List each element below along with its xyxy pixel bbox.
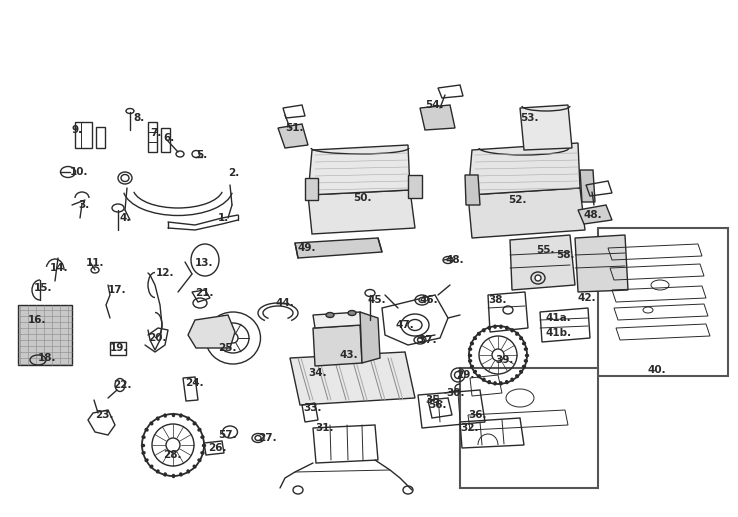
Bar <box>460 368 598 488</box>
Text: 21.: 21. <box>195 288 213 298</box>
Text: 56.: 56. <box>428 400 446 410</box>
Text: 43.: 43. <box>340 350 359 360</box>
Polygon shape <box>313 325 362 366</box>
Text: 33.: 33. <box>303 403 322 413</box>
Text: 24.: 24. <box>185 378 204 388</box>
Text: 57.: 57. <box>218 430 237 440</box>
Text: 41b.: 41b. <box>545 328 571 338</box>
Ellipse shape <box>419 297 425 302</box>
Polygon shape <box>308 190 415 234</box>
Ellipse shape <box>418 338 422 342</box>
Text: 18.: 18. <box>38 353 57 363</box>
Text: 39.: 39. <box>495 355 514 365</box>
Text: 38.: 38. <box>488 295 506 305</box>
Text: 15.: 15. <box>34 283 52 293</box>
Text: 4.: 4. <box>120 213 131 223</box>
Text: 44.: 44. <box>275 298 294 308</box>
Ellipse shape <box>326 312 334 317</box>
Text: 3.: 3. <box>78 200 89 210</box>
Polygon shape <box>520 105 572 150</box>
Text: 41a.: 41a. <box>545 313 570 323</box>
Text: 58.: 58. <box>556 250 574 260</box>
Polygon shape <box>313 312 362 328</box>
Ellipse shape <box>535 275 541 281</box>
Text: 7.: 7. <box>150 128 162 138</box>
Text: 40.: 40. <box>648 365 666 375</box>
Text: 11.: 11. <box>86 258 105 268</box>
Text: 16.: 16. <box>28 315 46 325</box>
Text: 8.: 8. <box>133 113 144 123</box>
Text: 20.: 20. <box>148 333 167 343</box>
Text: 30.: 30. <box>446 388 464 398</box>
Text: 54.: 54. <box>425 100 444 110</box>
Text: 35.: 35. <box>425 395 444 405</box>
Text: 37.: 37. <box>418 335 437 345</box>
Polygon shape <box>290 352 415 405</box>
Text: 46.: 46. <box>420 295 438 305</box>
Text: 45.: 45. <box>368 295 387 305</box>
Polygon shape <box>18 305 72 365</box>
Text: 13.: 13. <box>195 258 213 268</box>
Text: 29.: 29. <box>456 370 475 380</box>
Text: 28.: 28. <box>163 450 182 460</box>
Polygon shape <box>575 235 628 292</box>
Text: 27.: 27. <box>258 433 277 443</box>
Text: 9.: 9. <box>72 125 83 135</box>
Text: 42.: 42. <box>578 293 596 303</box>
Text: 47.: 47. <box>395 320 414 330</box>
Polygon shape <box>510 235 575 290</box>
Text: 34.: 34. <box>308 368 327 378</box>
Text: 14.: 14. <box>50 263 69 273</box>
Text: 36.: 36. <box>468 410 486 420</box>
Text: 12.: 12. <box>156 268 174 278</box>
Polygon shape <box>408 175 422 198</box>
Text: 48.: 48. <box>445 255 463 265</box>
Text: 52.: 52. <box>508 195 526 205</box>
Text: 48.: 48. <box>583 210 601 220</box>
Polygon shape <box>468 143 580 195</box>
Text: 5.: 5. <box>196 150 207 160</box>
Polygon shape <box>578 205 612 224</box>
Polygon shape <box>188 315 235 348</box>
Polygon shape <box>278 124 308 148</box>
Polygon shape <box>295 238 382 258</box>
Polygon shape <box>308 145 410 195</box>
Polygon shape <box>465 175 480 205</box>
Text: 49.: 49. <box>298 243 317 253</box>
Text: 25.: 25. <box>218 343 236 353</box>
Text: 26.: 26. <box>208 443 227 453</box>
Bar <box>598 228 728 376</box>
Polygon shape <box>360 312 380 363</box>
Polygon shape <box>580 170 595 202</box>
Text: 1.: 1. <box>218 213 230 223</box>
Text: 32.: 32. <box>460 423 478 433</box>
Text: 53.: 53. <box>520 113 539 123</box>
Text: 17.: 17. <box>108 285 127 295</box>
Text: 55.: 55. <box>536 245 554 255</box>
Text: 31.: 31. <box>315 423 334 433</box>
Polygon shape <box>420 105 455 130</box>
Text: 23.: 23. <box>95 410 114 420</box>
Text: 2.: 2. <box>228 168 239 178</box>
Text: 51.: 51. <box>285 123 303 133</box>
Polygon shape <box>468 188 585 238</box>
Text: 6.: 6. <box>163 133 174 143</box>
Text: 19.: 19. <box>110 343 128 353</box>
Ellipse shape <box>348 311 356 315</box>
Polygon shape <box>305 178 318 200</box>
Text: 10.: 10. <box>70 167 89 177</box>
Text: 22.: 22. <box>113 380 131 390</box>
Text: 50.: 50. <box>353 193 371 203</box>
